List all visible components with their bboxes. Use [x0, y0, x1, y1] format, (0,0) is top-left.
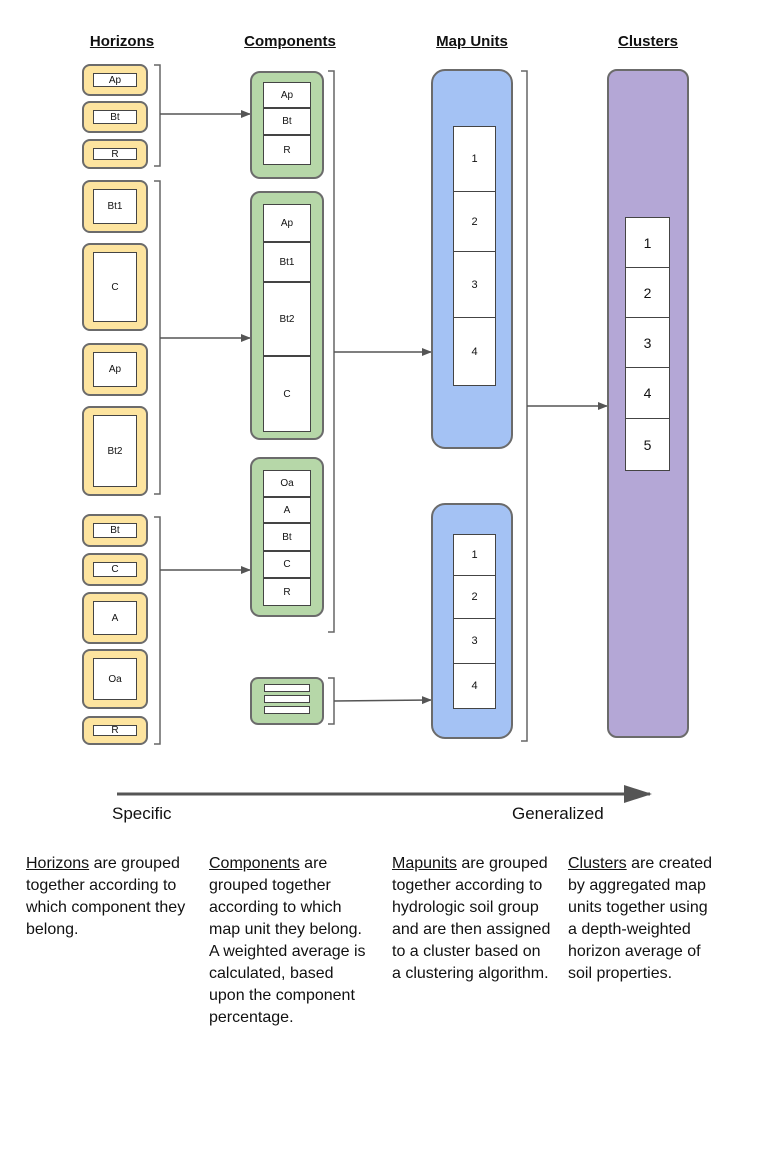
horizon-box: Bt2	[82, 406, 148, 496]
horizon-box: Bt	[82, 514, 148, 547]
horizon-box: Ap	[82, 343, 148, 396]
cluster-cell: 1	[625, 217, 670, 268]
mini-cell	[264, 684, 310, 692]
bracket-components-2	[328, 677, 335, 725]
bracket-horizons-3	[154, 516, 161, 745]
component-horizon-cell: Ap	[263, 82, 311, 108]
description-mapunits: Mapunits are grouped together according …	[392, 853, 552, 985]
horizon-box: Bt1	[82, 180, 148, 233]
component-box-1: Ap Bt R	[250, 71, 324, 179]
map-unit-cell: 1	[453, 534, 496, 576]
component-horizon-cell: Bt	[263, 523, 311, 551]
horizon-box: A	[82, 592, 148, 644]
map-unit-cell: 2	[453, 575, 496, 619]
component-horizon-cell: Bt	[263, 108, 311, 135]
keyword-clusters: Clusters	[568, 855, 627, 872]
map-unit-cell: 4	[453, 663, 496, 709]
horizon-box: C	[82, 243, 148, 331]
map-unit-cell: 3	[453, 618, 496, 664]
description-components: Components are grouped together accordin…	[209, 853, 369, 1029]
horizon-box: C	[82, 553, 148, 586]
keyword-mapunits: Mapunits	[392, 855, 457, 872]
description-text: are grouped together according to hydrol…	[392, 855, 551, 982]
description-horizons: Horizons are grouped together according …	[26, 853, 191, 941]
horizon-label: R	[93, 148, 137, 160]
description-text: are grouped together according to which …	[209, 855, 366, 1026]
horizon-box: R	[82, 716, 148, 745]
component-horizon-cell: C	[263, 551, 311, 578]
component-horizon-cell: C	[263, 356, 311, 432]
header-map-units: Map Units	[436, 33, 508, 50]
bracket-mapunits	[521, 70, 528, 742]
component-horizon-cell: Bt2	[263, 282, 311, 356]
arrow-c-mu2	[333, 696, 432, 705]
component-horizon-cell: R	[263, 578, 311, 606]
keyword-horizons: Horizons	[26, 855, 90, 872]
horizon-box: R	[82, 139, 148, 169]
horizon-label: Oa	[93, 658, 137, 700]
map-unit-cell: 3	[453, 251, 496, 318]
description-text: are grouped together according to which …	[26, 855, 186, 938]
cluster-cell: 3	[625, 317, 670, 368]
description-text: are created by aggregated map units toge…	[568, 855, 713, 982]
cluster-cell: 5	[625, 418, 670, 471]
component-horizon-cell: Bt1	[263, 242, 311, 282]
bracket-horizons-2	[154, 180, 161, 495]
horizon-label: Bt1	[93, 189, 137, 224]
map-unit-cell: 2	[453, 191, 496, 252]
horizon-label: A	[93, 601, 137, 635]
header-components: Components	[244, 33, 336, 50]
horizon-label: C	[93, 252, 137, 322]
horizon-label: Ap	[93, 352, 137, 387]
description-clusters: Clusters are created by aggregated map u…	[568, 853, 718, 985]
horizon-label: Ap	[93, 73, 137, 87]
horizon-label: C	[93, 562, 137, 577]
horizon-label: Bt2	[93, 415, 137, 487]
component-horizon-cell: Ap	[263, 204, 311, 242]
bracket-horizons-1	[154, 64, 161, 167]
horizon-label: Bt	[93, 523, 137, 538]
cluster-cell: 4	[625, 367, 670, 419]
component-horizon-cell: R	[263, 135, 311, 165]
mini-cell	[264, 706, 310, 714]
header-clusters: Clusters	[617, 33, 679, 50]
clusters-box	[607, 69, 689, 738]
horizon-label: R	[93, 725, 137, 736]
horizon-label: Bt	[93, 110, 137, 124]
cluster-cell: 2	[625, 267, 670, 318]
component-box-2: Ap Bt1 Bt2 C	[250, 191, 324, 440]
component-box-3: Oa A Bt C R	[250, 457, 324, 617]
map-unit-cell: 4	[453, 317, 496, 386]
keyword-components: Components	[209, 855, 300, 872]
horizon-box: Bt	[82, 101, 148, 133]
mini-cell	[264, 695, 310, 703]
component-horizon-cell: Oa	[263, 470, 311, 497]
bracket-components-1	[328, 70, 335, 633]
component-horizon-cell: A	[263, 497, 311, 523]
axis-label-specific: Specific	[112, 804, 172, 823]
horizon-box: Ap	[82, 64, 148, 96]
axis-label-generalized: Generalized	[512, 804, 604, 823]
header-horizons: Horizons	[89, 33, 155, 50]
map-unit-cell: 1	[453, 126, 496, 192]
horizon-box: Oa	[82, 649, 148, 709]
